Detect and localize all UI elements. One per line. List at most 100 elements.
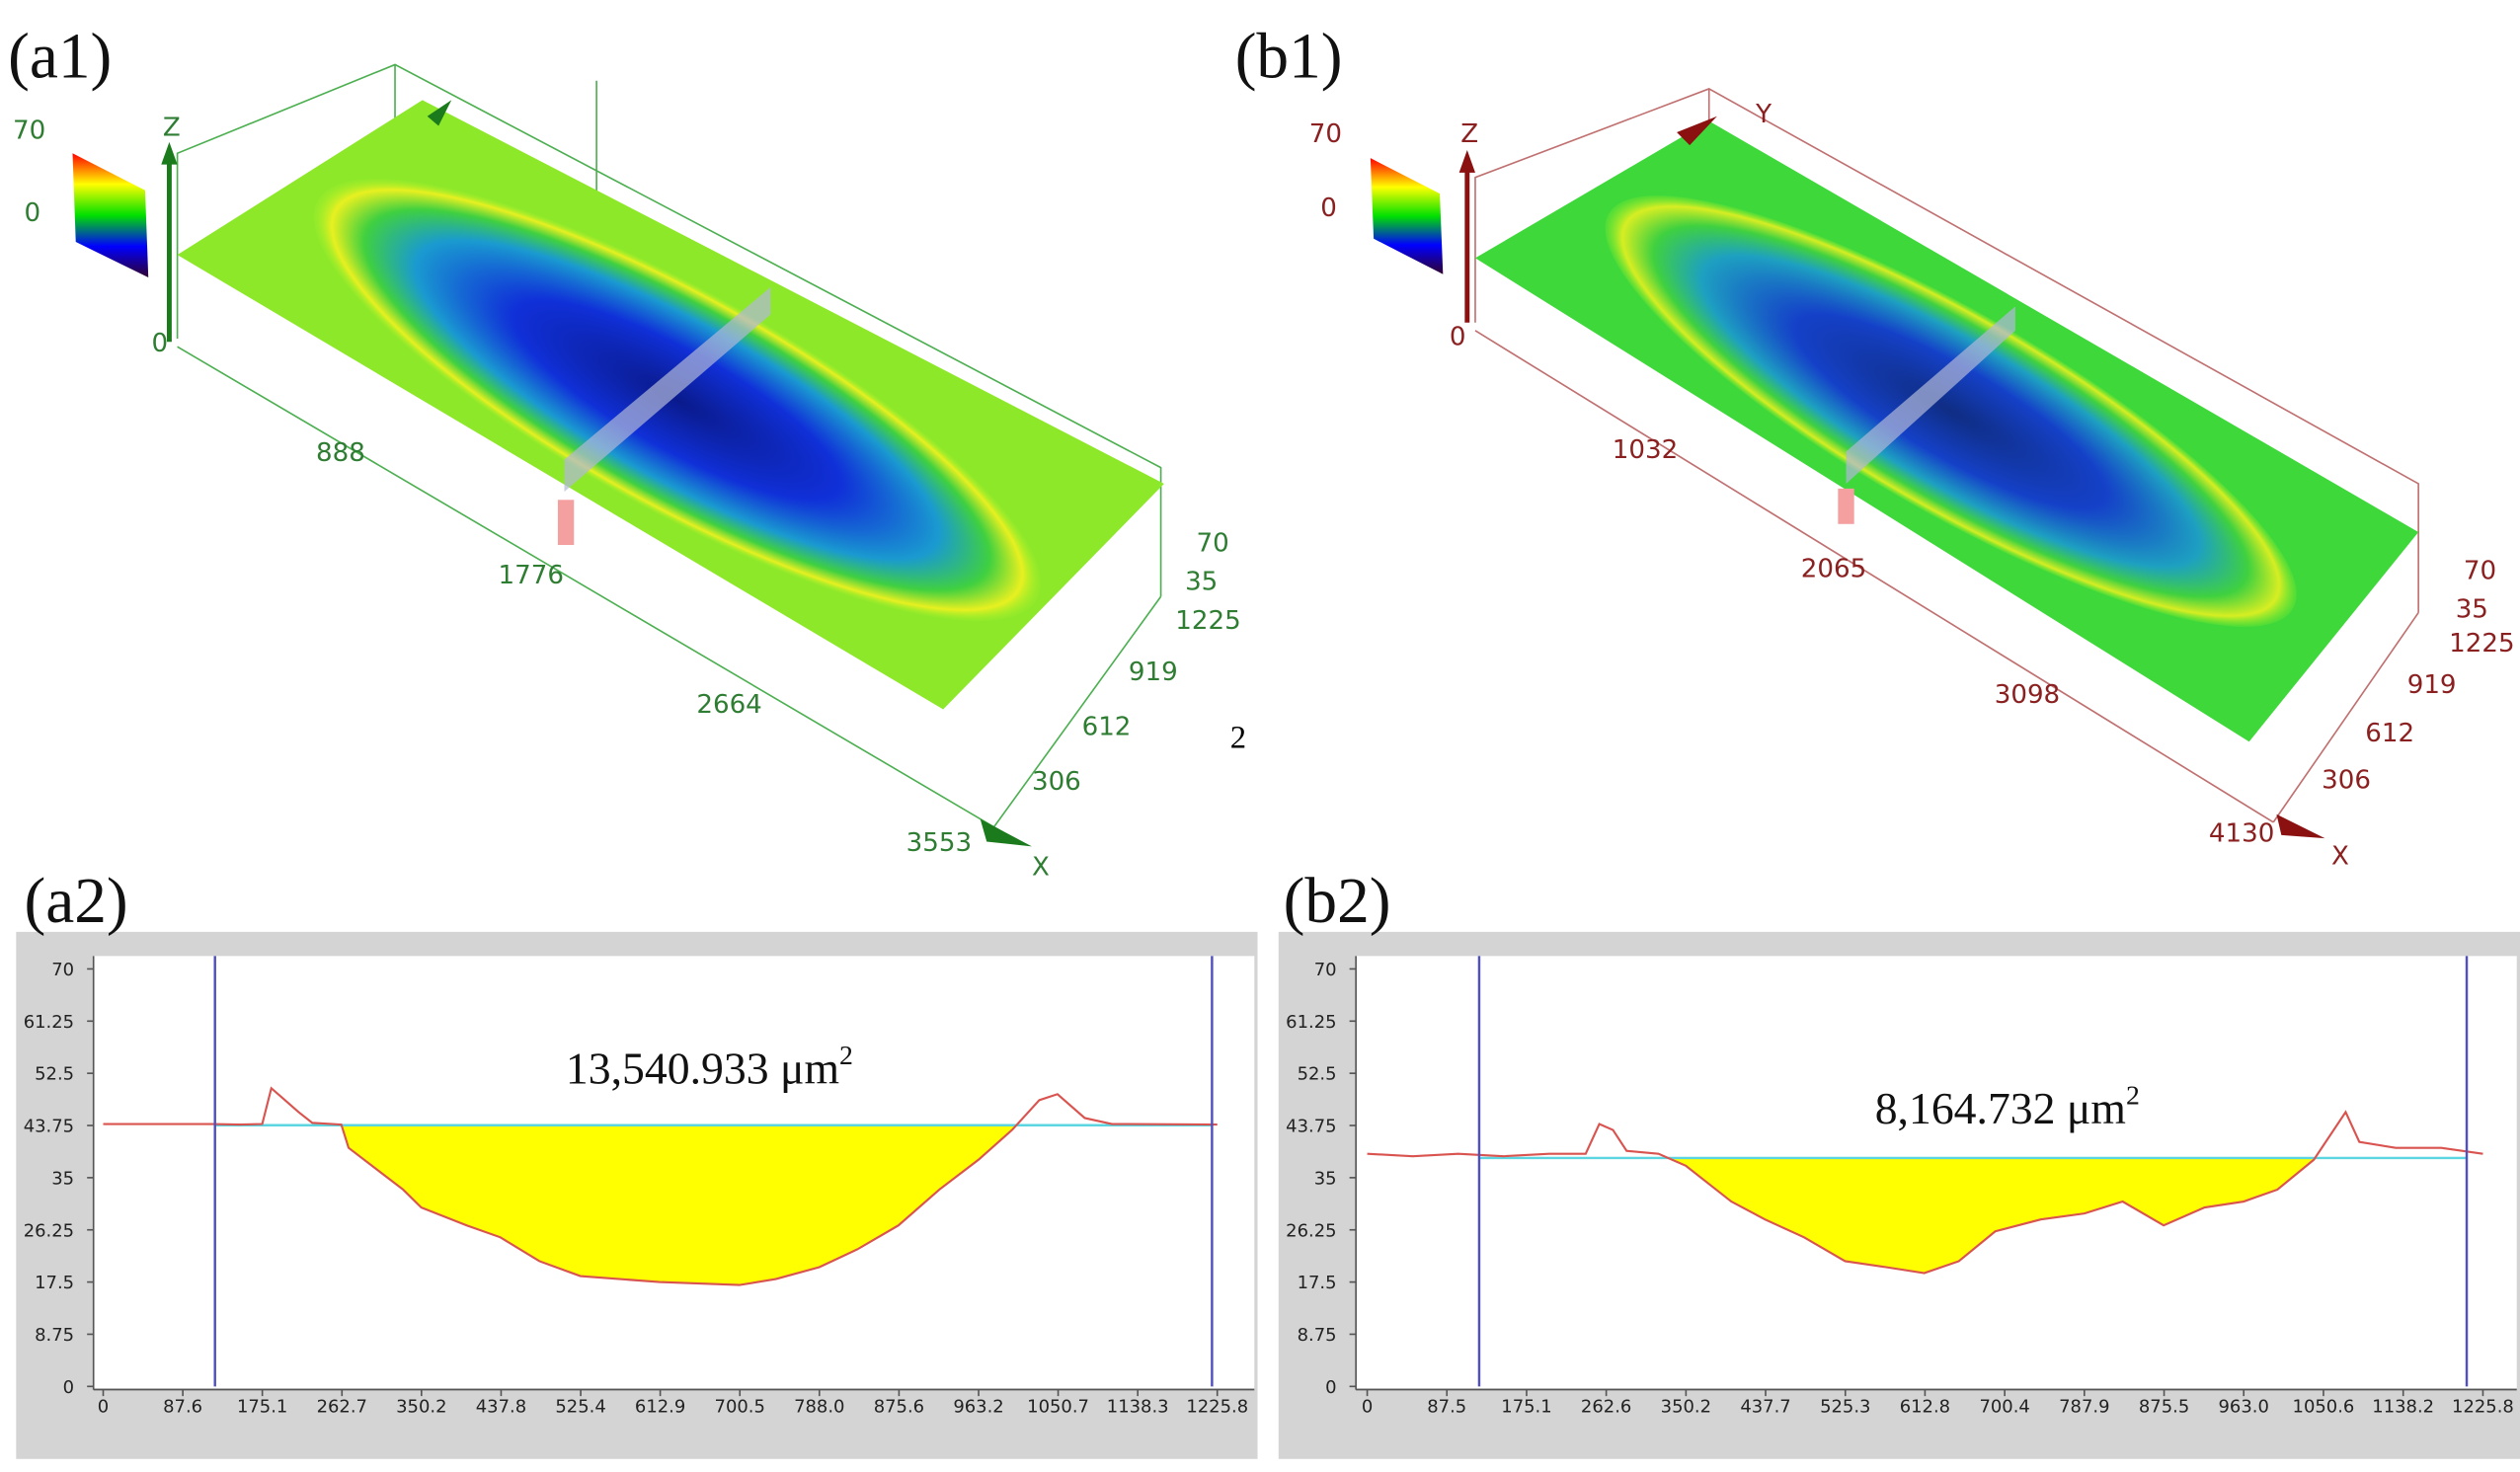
y-tick-label: 1225 — [2449, 629, 2514, 659]
section-plane — [1846, 306, 2015, 484]
y-tick-label: 919 — [1129, 658, 1178, 687]
y-tick-label: 17.5 — [1298, 1273, 1337, 1293]
z-side-tick: 70 — [2464, 556, 2496, 585]
panel-label: (a1) — [8, 22, 112, 93]
origin-label: 0 — [1450, 323, 1466, 352]
cavity — [313, 179, 1041, 622]
y-tick-label: 26.25 — [1286, 1220, 1336, 1241]
panel-label: (b2) — [1284, 866, 1391, 937]
y-arrow — [1677, 116, 1717, 146]
area-annotation: 8,164.732 μm2 — [1875, 1081, 2140, 1134]
x-arrow — [980, 818, 1032, 847]
axis-label: Z — [163, 113, 181, 142]
z-side-tick: 35 — [2456, 594, 2488, 624]
x-tick-label: 4130 — [2209, 818, 2274, 848]
x-tick-label: 1138.2 — [2372, 1396, 2434, 1417]
y-tick-label: 612 — [2365, 719, 2414, 748]
x-tick-label: 437.8 — [476, 1396, 526, 1417]
y-tick-label: 35 — [1314, 1168, 1337, 1189]
y-tick-label: 612 — [1082, 713, 1132, 742]
y-arrow — [427, 100, 452, 126]
y-tick-label: 52.5 — [1298, 1064, 1337, 1085]
x-tick-label: 1050.7 — [1027, 1396, 1089, 1417]
z-arrow — [161, 141, 178, 165]
annotation-text: 8,164.732 μm — [1875, 1083, 2126, 1133]
x-tick-label: 2664 — [696, 690, 761, 720]
y-tick-label: 8.75 — [1298, 1325, 1337, 1346]
x-tick-label: 612.9 — [635, 1396, 685, 1417]
x-tick-label: 175.1 — [237, 1396, 287, 1417]
y-tick-label: 43.75 — [1286, 1117, 1336, 1137]
cavity — [1605, 195, 2297, 627]
x-tick-label: 0 — [1362, 1396, 1373, 1417]
section-plane — [564, 286, 771, 493]
annotation-sup: 2 — [839, 1041, 853, 1071]
x-tick-label: 3553 — [906, 828, 972, 858]
panel-label: (b1) — [1235, 22, 1343, 93]
axis-label: X — [1032, 853, 1050, 883]
x-tick-label: 700.5 — [715, 1396, 765, 1417]
x-tick-label: 175.1 — [1501, 1396, 1551, 1417]
x-tick-label: 700.4 — [1979, 1396, 2029, 1417]
x-tick-label: 525.4 — [555, 1396, 605, 1417]
area-annotation: 13,540.933 μm2 — [566, 1041, 853, 1094]
x-tick-label: 437.7 — [1740, 1396, 1790, 1417]
x-tick-label: 787.9 — [2059, 1396, 2109, 1417]
x-tick-label: 262.6 — [1581, 1396, 1631, 1417]
x-tick-label: 87.5 — [1427, 1396, 1466, 1417]
x-tick-label: 963.0 — [2219, 1396, 2269, 1417]
z-side-tick: 35 — [1185, 568, 1218, 597]
y-tick-label: 70 — [51, 960, 74, 980]
x-tick-label: 3098 — [1995, 680, 2060, 710]
section-marker — [1838, 488, 1854, 524]
x-tick-label: 888 — [316, 438, 365, 468]
origin-label: 0 — [151, 329, 168, 358]
x-tick-label: 1032 — [1613, 435, 1678, 465]
annotation-text: 13,540.933 μm — [566, 1043, 839, 1093]
x-tick-label: 1138.3 — [1107, 1396, 1169, 1417]
x-tick-label: 1225.8 — [1186, 1396, 1248, 1417]
axis-label: Y — [1755, 100, 1772, 129]
y-tick-label: 0 — [63, 1377, 74, 1398]
panel-label: (a2) — [24, 866, 127, 937]
y-tick-label: 306 — [1032, 767, 1081, 797]
color-bar — [1370, 158, 1444, 274]
color-bar — [72, 153, 149, 277]
y-tick-label: 17.5 — [35, 1273, 74, 1293]
y-tick-label: 306 — [2322, 766, 2371, 796]
x-tick-label: 262.7 — [317, 1396, 367, 1417]
x-tick-label: 350.2 — [396, 1396, 446, 1417]
x-tick-label: 875.5 — [2139, 1396, 2189, 1417]
profiles: (a2) 0 8.75 17.5 26.25 35 43.75 52.5 61.25 70 0 87.… — [24, 866, 2517, 1417]
y-tick-label: 0 — [1325, 1377, 1336, 1398]
x-arrow — [2276, 813, 2325, 839]
y-tick-label: 919 — [2407, 670, 2457, 700]
area-fill — [341, 1124, 1017, 1285]
x-tick-label: 1050.6 — [2293, 1396, 2355, 1417]
x-tick-label: 963.2 — [953, 1396, 1003, 1417]
x-tick-label: 87.6 — [163, 1396, 202, 1417]
x-tick-label: 875.6 — [874, 1396, 924, 1417]
panel-a1: (a1) 70 0 0 Z X 888 1776 2664 3553 1225 … — [8, 22, 1246, 883]
y-tick-label: 61.25 — [24, 1012, 74, 1033]
z-tick-label: 0 — [24, 198, 40, 228]
x-tick-label: 1225.8 — [2452, 1396, 2514, 1417]
profile-line — [103, 1086, 1218, 1286]
y-tick-label: 8.75 — [35, 1325, 74, 1346]
axis-label: X — [2331, 841, 2349, 871]
z-tick-label: 0 — [1320, 194, 1337, 223]
y-tick-label: 35 — [51, 1168, 74, 1189]
z-tick-label: 70 — [1309, 119, 1342, 149]
z-arrow — [1458, 149, 1475, 173]
axis-label: Z — [1460, 119, 1478, 149]
z-tick-label: 70 — [13, 116, 45, 146]
x-tick-label: 612.8 — [1900, 1396, 1950, 1417]
y-tick-label: 26.25 — [24, 1220, 74, 1241]
y-tick-label: 61.25 — [1286, 1012, 1336, 1033]
y-tick-label: 52.5 — [35, 1064, 74, 1085]
x-tick-label: 1776 — [499, 561, 564, 590]
area-fill — [1478, 1157, 2468, 1274]
x-tick-label: 788.0 — [794, 1396, 844, 1417]
